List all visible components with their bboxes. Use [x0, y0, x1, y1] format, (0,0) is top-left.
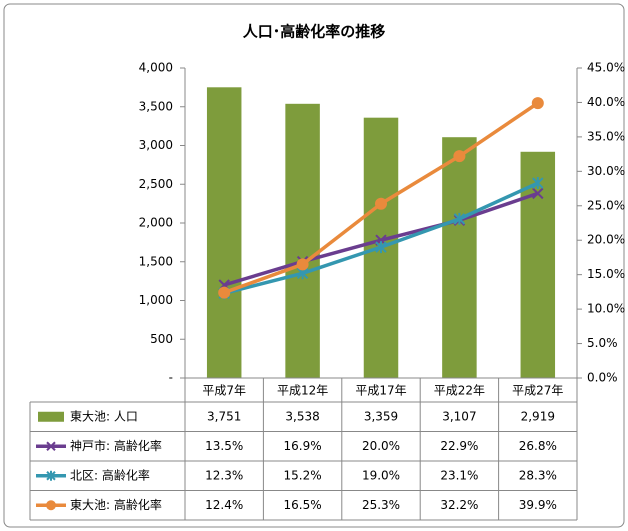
table-value: 12.4%	[205, 498, 243, 512]
y-tick-label: 2,500	[139, 177, 173, 191]
legend-label: 東大池: 高齢化率	[70, 497, 162, 512]
table-value: 22.9%	[440, 439, 478, 453]
x-tick-label: 平成22年	[434, 384, 485, 398]
table-value: 3,538	[285, 409, 319, 423]
table-value: 39.9%	[519, 498, 557, 512]
x-tick-label: 平成12年	[277, 384, 328, 398]
chart-title: 人口･高齢化率の推移	[243, 23, 386, 41]
line-marker	[532, 187, 544, 200]
table-value: 12.3%	[205, 468, 243, 482]
line-marker	[453, 212, 466, 225]
line-marker	[375, 197, 387, 210]
y2-tick-label: 40.0%	[587, 95, 625, 109]
x-tick-label: 平成17年	[355, 384, 406, 398]
bar	[442, 137, 477, 378]
legend-marker	[46, 470, 56, 481]
table-value: 2,919	[521, 409, 555, 423]
table-value: 28.3%	[519, 468, 557, 482]
line-marker	[453, 150, 466, 163]
y-tick-label: 4,000	[139, 61, 173, 75]
y-tick-label: -	[169, 371, 173, 385]
table-value: 32.2%	[440, 498, 478, 512]
table-value: 16.9%	[284, 439, 322, 453]
table-value: 3,359	[364, 409, 398, 423]
y-tick-label: 500	[150, 332, 173, 346]
y2-tick-label: 45.0%	[587, 61, 625, 75]
legend-key	[38, 411, 64, 422]
y2-tick-label: 35.0%	[587, 129, 625, 143]
y2-tick-label: 5.0%	[587, 336, 618, 350]
table-value: 13.5%	[205, 439, 243, 453]
y2-tick-label: 20.0%	[587, 233, 625, 247]
table-value: 3,107	[442, 409, 476, 423]
y2-tick-label: 10.0%	[587, 302, 625, 316]
y-tick-label: 1,000	[139, 293, 173, 307]
bar	[285, 103, 320, 379]
table-value: 16.5%	[284, 498, 322, 512]
y-tick-label: 3,000	[139, 138, 173, 152]
line-marker	[532, 177, 544, 190]
table-value: 26.8%	[519, 439, 557, 453]
line-marker	[296, 258, 309, 271]
table-value: 20.0%	[362, 439, 400, 453]
y2-tick-label: 30.0%	[587, 164, 625, 178]
legend-marker	[46, 500, 56, 511]
y2-tick-label: 25.0%	[587, 198, 625, 212]
line-marker	[375, 241, 387, 254]
x-tick-label: 平成7年	[202, 384, 246, 398]
line-marker	[218, 286, 231, 299]
y2-tick-label: 0.0%	[587, 371, 618, 385]
table-value: 19.0%	[362, 468, 400, 482]
table-value: 25.3%	[362, 498, 400, 512]
bar	[206, 87, 242, 379]
y-tick-label: 2,000	[139, 216, 173, 230]
x-tick-label: 平成27年	[512, 384, 563, 398]
legend-marker	[46, 441, 56, 451]
table-value: 3,751	[207, 409, 241, 423]
legend-label: 北区: 高齢化率	[70, 467, 150, 482]
line-marker	[531, 97, 544, 110]
legend-label: 神戸市: 高齢化率	[70, 438, 162, 453]
y-tick-label: 1,500	[139, 254, 173, 268]
y2-tick-label: 15.0%	[587, 267, 625, 281]
y-tick-label: 3,500	[139, 99, 173, 113]
table-value: 23.1%	[440, 468, 478, 482]
legend-label: 東大池: 人口	[70, 409, 138, 423]
table-value: 15.2%	[284, 468, 322, 482]
